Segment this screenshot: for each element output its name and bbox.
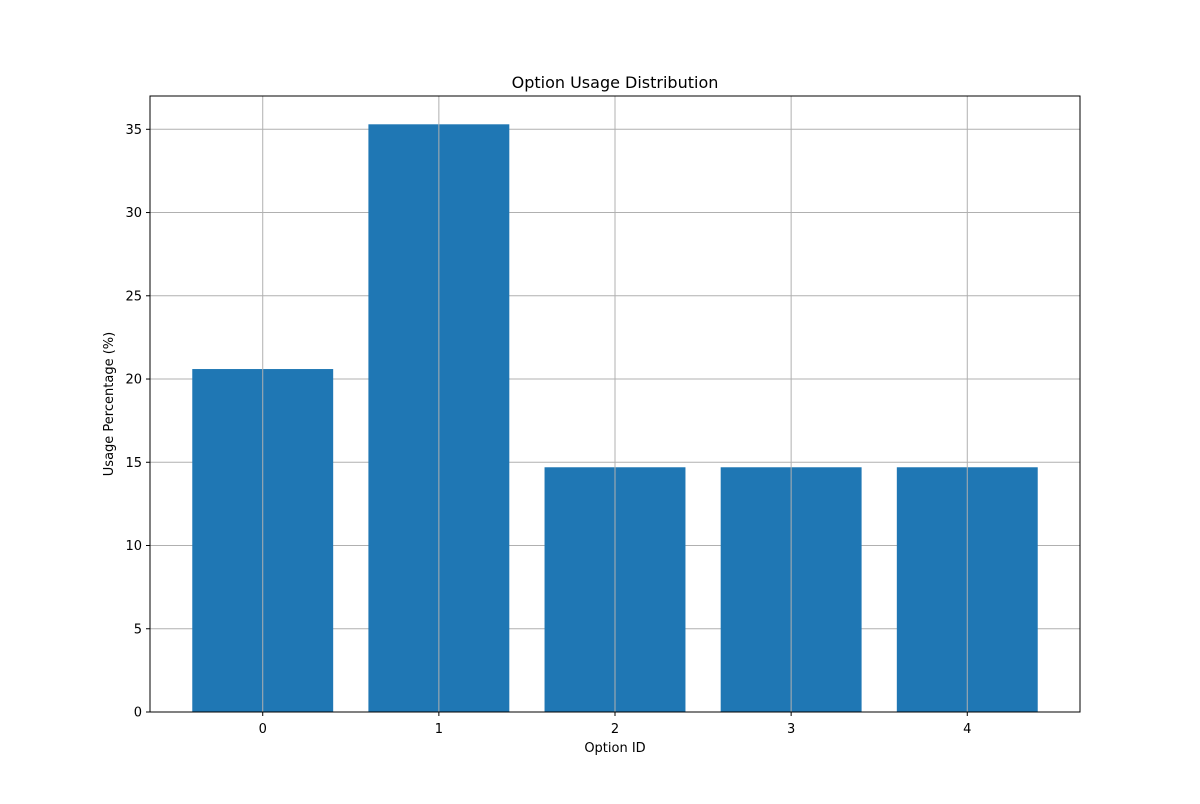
y-tick-label: 20 (125, 373, 142, 388)
x-tick-label: 2 (611, 722, 619, 737)
y-axis-label: Usage Percentage (%) (102, 332, 117, 476)
y-tick-label: 30 (125, 206, 142, 221)
x-axis-label: Option ID (584, 741, 645, 756)
y-tick-label: 5 (134, 622, 142, 637)
chart-title: Option Usage Distribution (512, 73, 719, 92)
y-tick-label: 25 (125, 289, 142, 304)
x-tick-label: 1 (435, 722, 443, 737)
x-tick-label: 0 (259, 722, 267, 737)
x-axis: 0 1 2 3 4 (259, 712, 971, 737)
y-tick-label: 10 (125, 539, 142, 554)
vertical-grid-layer (262, 96, 968, 712)
x-tick-label: 3 (787, 722, 795, 737)
y-tick-label: 15 (125, 456, 142, 471)
y-axis: 0 5 10 15 20 25 30 35 (125, 123, 150, 721)
x-tick-label: 4 (963, 722, 971, 737)
y-tick-label: 0 (134, 706, 142, 721)
y-tick-label: 35 (125, 123, 142, 138)
